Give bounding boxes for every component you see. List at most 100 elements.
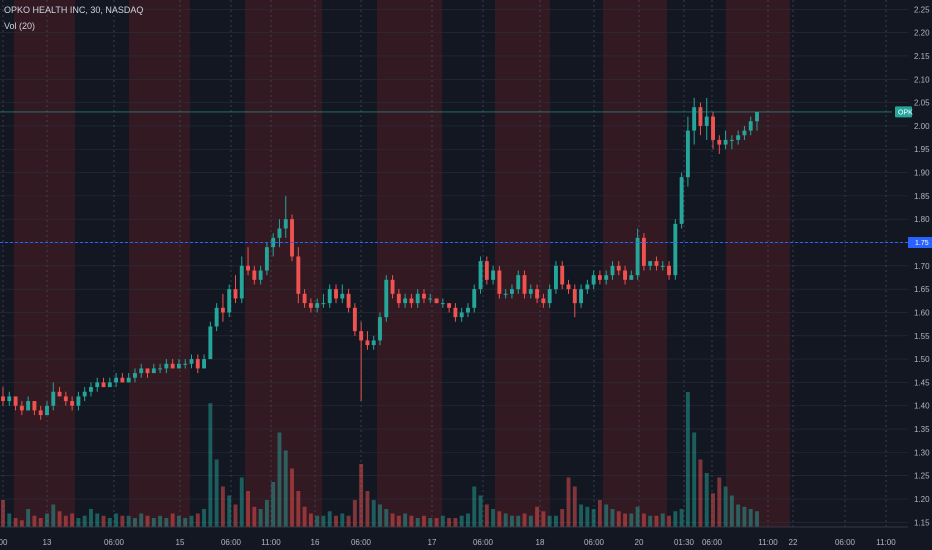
volume-bar <box>616 511 621 527</box>
volume-bar <box>334 515 338 527</box>
volume-bar <box>19 520 24 527</box>
candle-body <box>32 401 37 411</box>
volume-bar <box>585 506 590 527</box>
candle-body <box>19 405 24 411</box>
y-tick-label: 2.25 <box>914 5 930 14</box>
candle-body <box>403 298 408 304</box>
candle-body <box>434 298 439 304</box>
candle-body <box>447 303 452 308</box>
volume-bar <box>57 511 62 527</box>
volume-bar <box>202 509 207 527</box>
y-tick-label: 1.15 <box>914 518 930 527</box>
volume-bar <box>604 504 609 527</box>
candle-body <box>239 265 244 299</box>
candle-body <box>258 270 263 280</box>
volume-bar <box>302 506 307 527</box>
volume-bar <box>378 504 382 527</box>
candle-body <box>264 247 269 271</box>
volume-indicator-label[interactable]: Vol (20) <box>4 21 35 31</box>
volume-bar <box>679 509 684 527</box>
candle-body <box>535 289 540 299</box>
y-tick-label: 1.45 <box>914 378 930 387</box>
candle-body <box>183 363 188 365</box>
candle-body <box>296 256 301 294</box>
volume-bar <box>522 513 527 527</box>
candle-body <box>541 298 546 304</box>
x-tick-label: 00 <box>0 538 8 547</box>
volume-bar <box>553 515 558 527</box>
volume-bar <box>547 515 552 527</box>
volume-bar <box>629 513 634 527</box>
candle-body <box>585 284 590 290</box>
x-tick-label: 06:00 <box>351 538 372 547</box>
candle-body <box>95 382 100 388</box>
volume-bar <box>271 482 276 527</box>
volume-bar <box>214 459 219 527</box>
volume-bar <box>641 513 646 527</box>
candle-body <box>673 223 678 276</box>
time-axis[interactable]: 00 13 06:00 15 06:00 11:00 16 06:00 17 06:00 18 06:… <box>0 526 908 547</box>
y-tick-label: 1.65 <box>914 285 930 294</box>
volume-bar <box>70 513 75 527</box>
candle-body <box>572 289 577 304</box>
volume-bar <box>315 515 320 527</box>
candle-body <box>283 219 288 229</box>
candle-body <box>478 261 483 290</box>
y-tick-label: 1.30 <box>914 448 930 457</box>
volume-bar <box>95 513 100 527</box>
y-tick-label: 1.55 <box>914 332 930 341</box>
volume-bar <box>396 515 401 527</box>
volume-bar <box>748 509 753 527</box>
candle-body <box>660 265 665 267</box>
session-shade <box>129 0 190 527</box>
symbol-title[interactable]: OPKO HEALTH INC, 30, NASDAQ <box>4 5 143 15</box>
candle-body <box>378 317 382 341</box>
x-tick-label: 16 <box>311 538 320 547</box>
candle-body <box>604 275 609 280</box>
candle-body <box>723 139 728 145</box>
volume-bar <box>158 515 163 527</box>
x-tick-label: 17 <box>428 538 437 547</box>
candle-body <box>252 270 257 280</box>
candle-body <box>459 312 464 318</box>
candle-body <box>277 228 282 238</box>
price-candles <box>1 97 759 420</box>
volume-bar <box>183 518 188 527</box>
y-tick-label: 1.40 <box>914 402 930 411</box>
x-tick-label: 06:00 <box>221 538 242 547</box>
volume-bar <box>252 506 257 527</box>
candle-body <box>510 289 514 294</box>
candle-body <box>629 275 634 280</box>
volume-bar <box>340 513 345 527</box>
candle-body <box>1 396 5 402</box>
candle-body <box>26 401 31 411</box>
y-tick-label: 1.85 <box>914 192 930 201</box>
volume-bar <box>434 518 439 527</box>
candle-body <box>522 275 527 294</box>
candle-body <box>516 275 521 290</box>
volume-bar <box>189 515 194 527</box>
candle-body <box>654 261 659 266</box>
candle-body <box>170 363 175 369</box>
candle-body <box>176 363 181 369</box>
volume-bar <box>472 486 477 527</box>
volume-bar <box>428 518 433 527</box>
volume-bar <box>723 486 728 527</box>
volume-bar <box>572 486 577 527</box>
candle-body <box>440 303 445 305</box>
candle-body <box>227 289 232 313</box>
candle-body <box>755 111 759 122</box>
volume-bar <box>258 509 263 527</box>
volume-bar <box>635 506 640 527</box>
y-tick-label: 1.20 <box>914 495 930 504</box>
candle-body <box>472 289 477 308</box>
volume-bar <box>233 504 238 527</box>
volume-bar <box>516 515 521 527</box>
volume-bar <box>164 518 169 527</box>
price-axis[interactable]: 1.15 1.20 1.25 1.30 1.35 1.40 1.45 1.50 1.55 1.60… <box>914 5 930 527</box>
candle-body <box>365 340 370 346</box>
candle-body <box>7 396 12 402</box>
candle-body <box>208 326 213 360</box>
candle-body <box>321 303 326 305</box>
